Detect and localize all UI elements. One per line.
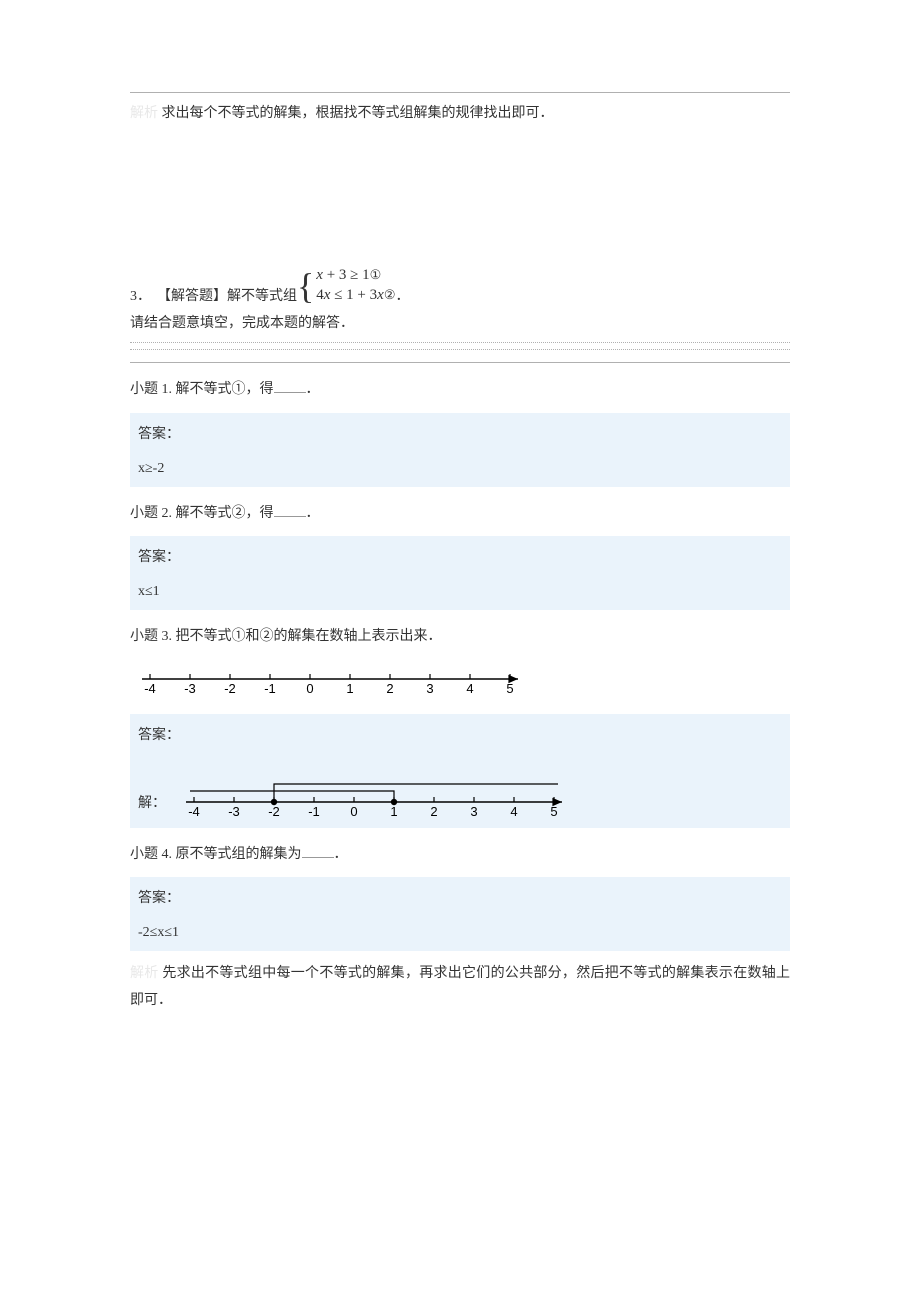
stem-period: ． xyxy=(395,285,409,305)
subquestion-4: 小题 4. 原不等式组的解集为 ． xyxy=(130,842,790,867)
bottom-explain-paragraph: 解析 先求出不等式组中每一个不等式的解集，再求出它们的公共部分，然后把不等式的解… xyxy=(130,961,790,1014)
svg-text:4: 4 xyxy=(466,681,473,695)
svg-text:3: 3 xyxy=(470,804,477,818)
blank xyxy=(274,502,306,517)
inequality-system: { x + 3 ≥ 1① 4x ≤ 1 + 3x② xyxy=(297,266,395,305)
numberline-blank-svg: -4 -3 -2 -1 0 1 2 3 4 5 xyxy=(130,659,530,695)
numberline-solution-svg: -4 -3 -2 -1 0 1 2 3 4 5 xyxy=(174,772,574,818)
explain-text: 先求出不等式组中每一个不等式的解集，再求出它们的公共部分，然后把不等式的解集表示… xyxy=(130,966,790,1008)
question-header: 3． 【解答题】 解不等式组 { x + 3 ≥ 1① 4x ≤ 1 + 3x②… xyxy=(130,266,790,305)
subq4-after: ． xyxy=(334,847,348,862)
svg-text:-1: -1 xyxy=(264,681,276,695)
answer-box-4: 答案： -2≤x≤1 xyxy=(130,877,790,951)
system-line-2: 4x ≤ 1 + 3x② xyxy=(316,286,395,306)
answer-label: 答案： xyxy=(138,887,782,907)
explain-prefix: 解析 xyxy=(130,966,159,981)
blank xyxy=(274,378,306,393)
answer-value: x≤1 xyxy=(138,584,782,600)
answer-box-2: 答案： x≤1 xyxy=(130,536,790,610)
answer-value: x≥-2 xyxy=(138,461,782,477)
numberline-blank: -4 -3 -2 -1 0 1 2 3 4 5 xyxy=(130,659,790,700)
solution-prefix: 解： xyxy=(138,792,166,812)
svg-text:2: 2 xyxy=(430,804,437,818)
answer-value: -2≤x≤1 xyxy=(138,925,782,941)
svg-text:-3: -3 xyxy=(228,804,240,818)
subq2-label: 小题 2. 解不等式②，得 xyxy=(130,506,274,521)
answer-box-1: 答案： x≥-2 xyxy=(130,413,790,487)
answer-label: 答案： xyxy=(138,724,782,744)
horizontal-rule xyxy=(130,92,790,93)
explain-prefix: 解析 xyxy=(130,106,158,121)
svg-text:5: 5 xyxy=(550,804,557,818)
subq1-label: 小题 1. 解不等式①，得 xyxy=(130,382,274,397)
svg-text:4: 4 xyxy=(510,804,517,818)
horizontal-rule xyxy=(130,362,790,363)
subq4-label: 小题 4. 原不等式组的解集为 xyxy=(130,847,302,862)
svg-text:1: 1 xyxy=(390,804,397,818)
answer-label: 答案： xyxy=(138,423,782,443)
subq2-after: ． xyxy=(306,506,320,521)
instruction: 请结合题意填空，完成本题的解答． xyxy=(130,311,790,336)
svg-text:-2: -2 xyxy=(224,681,236,695)
question-stem-prefix: 解不等式组 xyxy=(227,285,297,305)
answer-label: 答案： xyxy=(138,546,782,566)
system-line-1: x + 3 ≥ 1① xyxy=(316,266,395,286)
question-tag: 【解答题】 xyxy=(157,285,227,305)
svg-text:5: 5 xyxy=(506,681,513,695)
top-explain-paragraph: 解析 求出每个不等式的解集，根据找不等式组解集的规律找出即可． xyxy=(130,101,790,126)
solution-row: 解： -4 -3 -2 -1 0 1 2 3 4 5 xyxy=(138,772,782,818)
svg-text:-4: -4 xyxy=(144,681,156,695)
svg-text:-1: -1 xyxy=(308,804,320,818)
svg-text:3: 3 xyxy=(426,681,433,695)
dotted-rule xyxy=(130,342,790,343)
explain-text: 求出每个不等式的解集，根据找不等式组解集的规律找出即可． xyxy=(162,106,554,121)
svg-text:2: 2 xyxy=(386,681,393,695)
svg-text:0: 0 xyxy=(306,681,313,695)
svg-text:1: 1 xyxy=(346,681,353,695)
answer-box-3: 答案： 解： -4 -3 -2 -1 0 1 2 3 4 5 xyxy=(130,714,790,828)
svg-text:-2: -2 xyxy=(268,804,280,818)
svg-text:0: 0 xyxy=(350,804,357,818)
blank xyxy=(302,843,334,858)
left-brace: { xyxy=(297,268,314,304)
subq1-after: ． xyxy=(306,382,320,397)
subquestion-2: 小题 2. 解不等式②，得 ． xyxy=(130,501,790,526)
svg-text:-3: -3 xyxy=(184,681,196,695)
dotted-rule xyxy=(130,349,790,350)
subquestion-1: 小题 1. 解不等式①，得 ． xyxy=(130,377,790,402)
svg-text:-4: -4 xyxy=(188,804,200,818)
question-number: 3． xyxy=(130,285,151,305)
subquestion-3: 小题 3. 把不等式①和②的解集在数轴上表示出来． xyxy=(130,624,790,649)
